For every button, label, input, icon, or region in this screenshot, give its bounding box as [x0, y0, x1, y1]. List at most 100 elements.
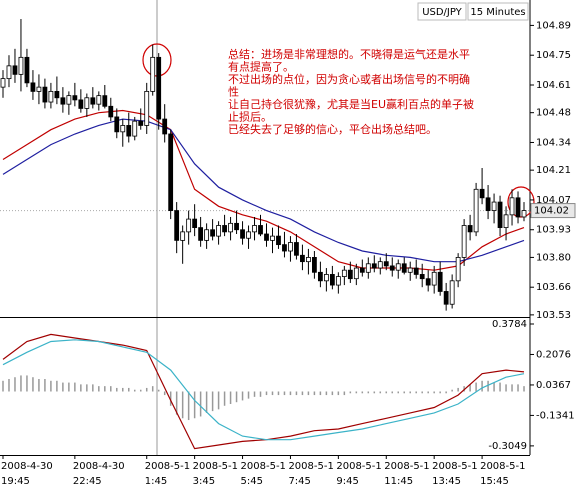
candle-body	[389, 265, 395, 271]
candle-body	[36, 86, 42, 92]
y-tick-label: 104.34	[536, 137, 571, 148]
histogram-bar	[169, 391, 172, 406]
histogram-bar	[349, 391, 352, 394]
histogram-bar	[319, 391, 322, 396]
candle-body	[144, 90, 150, 126]
histogram-bar	[493, 382, 495, 392]
x-tick-time: 19:45	[1, 476, 30, 487]
indicator-line	[2, 118, 525, 263]
histogram-bar	[421, 391, 423, 394]
candle-body	[6, 65, 12, 80]
annotation: 总结：进场是非常理想的。不晓得是运气还是水平有点提高了。不过出场的点位，因为贪心…	[228, 47, 474, 136]
histogram-bar	[343, 391, 346, 396]
histogram-bar	[331, 391, 334, 396]
candle-body	[264, 233, 269, 241]
candle-body	[461, 225, 467, 258]
candle-body	[216, 225, 221, 237]
candle-body	[210, 229, 215, 237]
x-tick-time: 11:45	[384, 476, 413, 487]
histogram-bar	[235, 391, 238, 403]
histogram-bar	[451, 389, 453, 392]
x-tick-time: 15:45	[480, 476, 509, 487]
candle-body	[467, 225, 473, 233]
indicator-line	[2, 339, 525, 441]
y-tick-label: 103.66	[536, 282, 571, 293]
x-tick-date: 2008-5-1	[241, 461, 286, 472]
candle-body	[198, 227, 204, 241]
x-tick-time: 9:45	[336, 476, 358, 487]
candle-body	[449, 280, 455, 305]
histogram-bar	[277, 391, 280, 396]
histogram-bar	[367, 391, 370, 394]
candle-body	[234, 222, 239, 231]
candle-body	[383, 261, 389, 267]
y-tick-label: 104.07	[536, 195, 571, 206]
candle-body	[228, 222, 233, 233]
candle-body	[509, 197, 515, 216]
candle-body	[521, 210, 527, 218]
histogram-bar	[469, 384, 471, 392]
histogram-bar	[289, 391, 292, 396]
candle-body	[425, 278, 431, 286]
histogram-bar	[223, 391, 226, 406]
histogram-bar	[38, 379, 40, 392]
histogram-bar	[128, 387, 130, 392]
histogram-bar	[151, 386, 154, 392]
y-tick-label: 0.3784	[492, 319, 527, 330]
histogram-bar	[98, 386, 100, 392]
candle-body	[156, 56, 162, 120]
histogram-bar	[313, 391, 316, 396]
annotation-line: 总结：进场是非常理想的。不晓得是运气还是水平	[228, 47, 470, 61]
x-tick-date: 2008-5-1	[193, 461, 238, 472]
y-tick-label: 103.80	[536, 252, 571, 263]
candle-body	[186, 218, 192, 233]
x-tick-date: 2008-5-1	[480, 461, 525, 472]
histogram-bar	[110, 386, 112, 392]
histogram-bar	[187, 391, 190, 421]
histogram-bar	[211, 391, 214, 412]
histogram-bar	[355, 391, 358, 394]
candle-body	[515, 197, 521, 218]
x-tick-date: 2008-4-30	[73, 461, 125, 472]
histogram-bar	[157, 389, 160, 392]
histogram-bar	[301, 391, 304, 396]
histogram-bar	[475, 382, 477, 392]
candle-body	[395, 263, 401, 271]
candle-body	[317, 271, 323, 282]
histogram-bar	[379, 391, 382, 394]
histogram-bar	[361, 391, 364, 394]
histogram-bar	[133, 389, 136, 392]
histogram-bar	[457, 387, 459, 392]
candle-body	[359, 267, 365, 273]
candle-body	[162, 118, 168, 135]
candle-body	[90, 97, 96, 105]
x-tick-date: 2008-5-1	[336, 461, 381, 472]
histogram-bar	[44, 379, 46, 392]
candle-body	[114, 116, 120, 133]
annotation-line: 有点提高了。	[228, 60, 294, 74]
last-price-label: 104.02	[534, 206, 569, 217]
x-tick-date: 2008-5-1	[145, 461, 190, 472]
histogram-bar	[8, 379, 10, 392]
histogram-bar	[247, 391, 250, 399]
histogram-bar	[122, 387, 124, 392]
histogram-bar	[307, 391, 310, 396]
x-tick-time: 7:45	[288, 476, 310, 487]
histogram-bar	[199, 391, 202, 417]
histogram-bar	[373, 391, 376, 394]
histogram-bar	[2, 380, 4, 392]
candle-body	[24, 56, 30, 84]
histogram-bar	[175, 391, 178, 415]
histogram-bar	[193, 391, 196, 419]
histogram-bar	[139, 389, 142, 392]
candle-body	[443, 291, 449, 305]
histogram-bar	[26, 375, 28, 392]
candle-body	[102, 95, 108, 107]
histogram-bar	[205, 391, 208, 413]
candle-body	[282, 244, 287, 252]
candle-body	[377, 261, 383, 269]
candle-body	[407, 267, 413, 273]
histogram-bar	[337, 391, 340, 396]
x-tick-time: 13:45	[432, 476, 461, 487]
